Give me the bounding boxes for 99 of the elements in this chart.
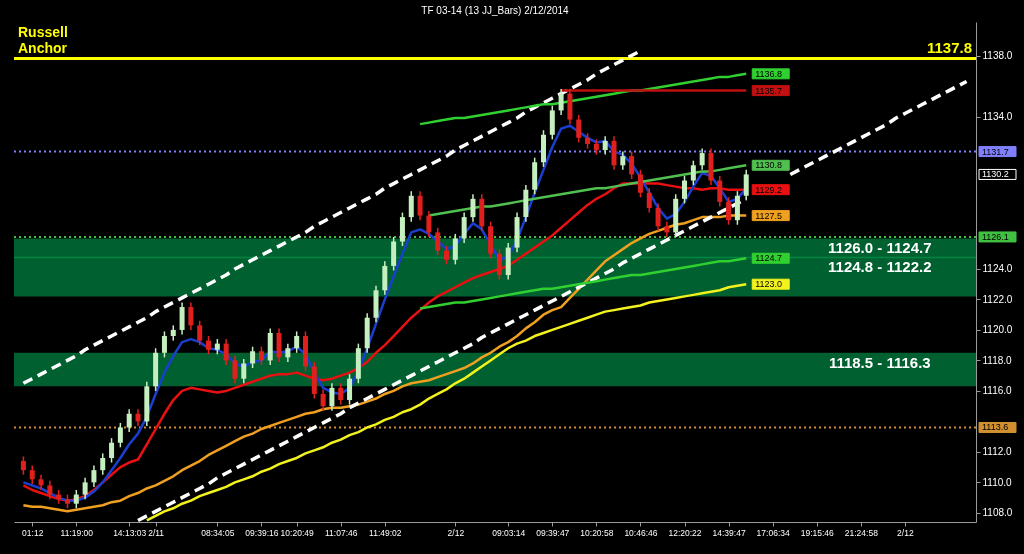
ref-line-label: 1137.8 xyxy=(926,38,972,56)
candlestick xyxy=(461,211,467,244)
band-label: 1124.8 - 1122.2 xyxy=(828,257,932,275)
candlestick xyxy=(82,477,88,500)
candlestick xyxy=(655,202,661,232)
candlestick xyxy=(294,330,300,354)
ref-line-label: 1113.6 xyxy=(982,422,1009,433)
x-tick-label: 10:46:46 xyxy=(624,527,658,538)
x-tick-label: 09:39:47 xyxy=(536,527,570,538)
candlestick xyxy=(197,320,203,346)
candlestick xyxy=(646,187,652,214)
y-tick-label: 1134.0 xyxy=(982,111,1013,123)
candlestick xyxy=(73,489,79,510)
line-series xyxy=(418,257,748,310)
x-tick-label: 12:20:22 xyxy=(668,527,702,538)
band-label: 1118.5 - 1116.3 xyxy=(828,353,931,371)
data-label: 1136.8 xyxy=(755,68,783,79)
candlestick xyxy=(496,248,502,281)
x-tick-label: 01:12 xyxy=(22,527,44,538)
candlestick xyxy=(629,150,635,180)
candlestick xyxy=(690,159,696,186)
y-tick-label: 1118.0 xyxy=(982,354,1013,366)
candlestick xyxy=(29,464,35,485)
candlestick xyxy=(620,150,626,171)
candlestick xyxy=(452,233,458,266)
line-series xyxy=(145,282,748,522)
ref-line-label: 1126.1 xyxy=(982,231,1009,242)
candlestick xyxy=(91,464,97,488)
y-tick-label: 1122.0 xyxy=(982,293,1013,305)
x-tick-label: 19:15:46 xyxy=(800,527,835,538)
y-tick-label: 1110.0 xyxy=(982,476,1013,488)
band-label: 1126.0 - 1124.7 xyxy=(828,239,932,257)
candlestick xyxy=(637,169,643,199)
candlestick xyxy=(109,437,115,464)
candlestick xyxy=(20,455,26,476)
x-tick-label: 08:34:05 xyxy=(201,527,235,538)
ref-line-label: 1131.7 xyxy=(982,146,1009,157)
candlestick xyxy=(47,480,53,500)
x-tick-label: 2/12 xyxy=(897,527,914,538)
candlestick xyxy=(126,408,132,433)
y-tick-label: 1138.0 xyxy=(982,50,1013,62)
candlestick xyxy=(179,301,185,336)
x-tick-label: 10:20:49 xyxy=(280,527,314,538)
x-tick-label: 14:39:47 xyxy=(712,527,746,538)
candlestick xyxy=(285,342,291,363)
x-tick-label: 11:19:00 xyxy=(60,527,94,538)
candlestick xyxy=(347,373,353,406)
x-tick-label: 10:20:58 xyxy=(580,527,614,538)
candlestick xyxy=(258,345,264,366)
y-tick-label: 1108.0 xyxy=(982,507,1013,519)
candlestick xyxy=(100,452,106,476)
candlestick xyxy=(250,345,256,369)
candlestick xyxy=(417,190,423,221)
candlestick xyxy=(717,175,723,208)
candlestick xyxy=(426,210,432,238)
x-tick-label: 09:39:16 xyxy=(245,527,279,538)
line-series xyxy=(418,72,748,126)
candlestick xyxy=(699,147,705,171)
x-tick-label: 21:24:58 xyxy=(844,527,879,538)
x-tick-label: 11:07:46 xyxy=(325,527,358,538)
data-label: 1127.5 xyxy=(755,210,783,221)
candlestick xyxy=(743,169,749,202)
candlestick xyxy=(682,175,688,205)
candlestick xyxy=(329,382,335,412)
candlestick xyxy=(444,245,450,266)
candlestick xyxy=(435,227,441,256)
candlestick xyxy=(241,358,247,385)
x-tick-label: 2/12 xyxy=(447,527,465,538)
data-label: 1129.2 xyxy=(755,184,783,195)
candlestick xyxy=(117,422,123,449)
candlestick xyxy=(320,388,326,412)
candlestick xyxy=(188,301,194,331)
data-label: 1123.0 xyxy=(755,279,783,290)
y-tick-label: 1112.0 xyxy=(982,446,1013,458)
candlestick xyxy=(576,114,582,144)
data-label: 1124.7 xyxy=(755,253,783,264)
candlestick xyxy=(558,88,564,116)
x-tick-label: 09:03:14 xyxy=(492,527,526,538)
candlestick xyxy=(223,338,229,366)
x-tick-label: 17:06:34 xyxy=(756,527,790,538)
annotation: Russell Anchor xyxy=(18,24,68,56)
data-label: 1135.7 xyxy=(755,85,783,96)
x-tick-label: 2/11 xyxy=(148,527,165,538)
candlestick xyxy=(338,382,344,406)
chart-title: TF 03-14 (13 JJ_Bars) 2/12/2014 xyxy=(421,5,570,16)
y-tick-label: 1124.0 xyxy=(982,263,1013,275)
y-tick-label: 1116.0 xyxy=(982,385,1013,397)
candlestick xyxy=(232,355,238,385)
data-label: 1130.8 xyxy=(755,160,783,171)
candlestick xyxy=(161,330,167,359)
candlestick xyxy=(408,190,414,223)
candlestick xyxy=(470,193,476,223)
y-tick-label: 1120.0 xyxy=(982,324,1013,336)
x-tick-label: 14:13:03 xyxy=(113,527,147,538)
candlestick xyxy=(206,335,212,356)
candlestick xyxy=(602,135,608,156)
text: 1130.2 xyxy=(982,169,1009,180)
x-tick-label: 11:49:02 xyxy=(369,527,402,538)
candlestick xyxy=(726,196,732,226)
